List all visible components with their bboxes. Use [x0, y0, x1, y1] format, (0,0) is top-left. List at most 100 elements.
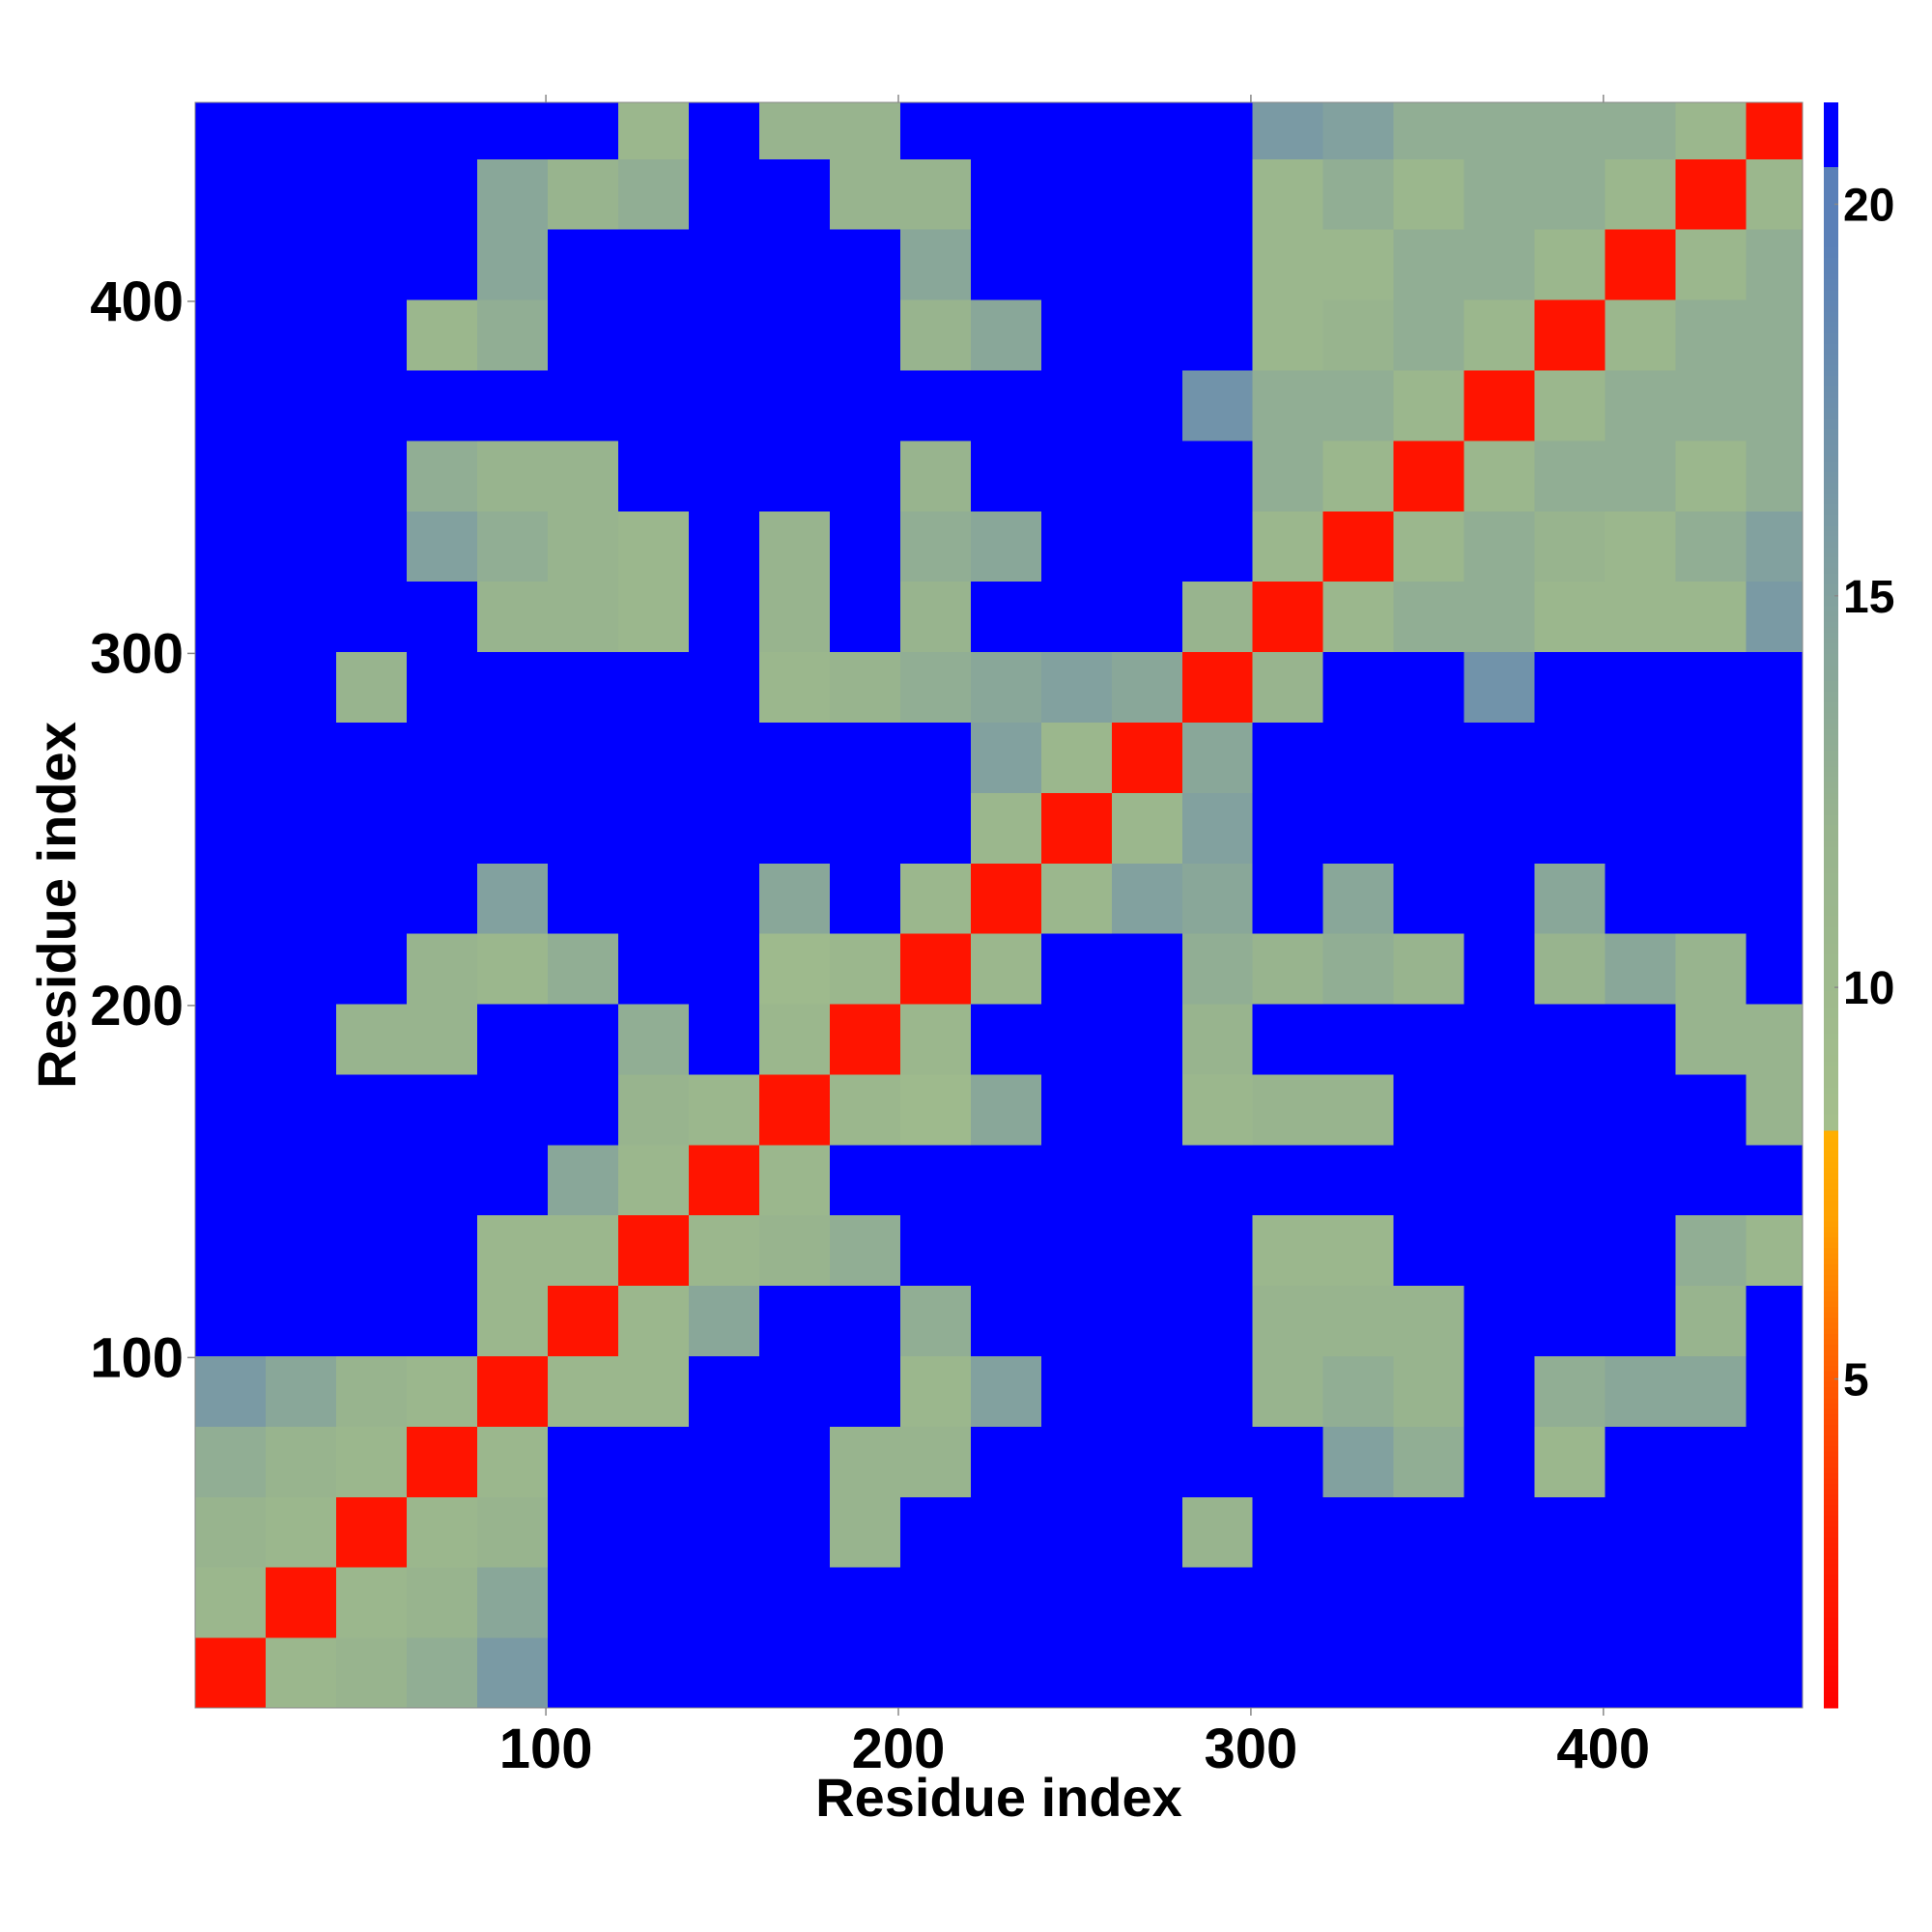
heatmap-cell: [406, 1355, 478, 1427]
heatmap-cell: [406, 1567, 478, 1638]
colorbar-swatch: [1824, 691, 1838, 697]
heatmap-cell: [970, 1285, 1042, 1357]
colorbar-swatch: [1824, 1092, 1838, 1099]
colorbar-swatch: [1824, 1498, 1838, 1506]
heatmap-cell: [406, 370, 478, 441]
colorbar-swatch: [1824, 626, 1838, 634]
colorbar-swatch: [1824, 1557, 1838, 1565]
colorbar-swatch: [1824, 423, 1838, 430]
colorbar-swatch: [1824, 1253, 1838, 1260]
colorbar-swatch: [1824, 246, 1838, 253]
colorbar-swatch: [1824, 257, 1838, 264]
heatmap-cell: [547, 933, 619, 1005]
heatmap-cell: [1181, 1426, 1254, 1497]
colorbar-swatch: [1824, 204, 1838, 211]
heatmap-cell: [1675, 1496, 1747, 1568]
heatmap-cell: [1463, 863, 1536, 934]
heatmap-cell: [1675, 299, 1747, 371]
heatmap-cell: [617, 651, 690, 723]
heatmap-cell: [1605, 1426, 1677, 1497]
heatmap-cell: [335, 102, 408, 159]
heatmap-cell: [1252, 1637, 1324, 1709]
heatmap-cell: [970, 440, 1042, 512]
colorbar-swatch: [1824, 1510, 1838, 1517]
heatmap-cell: [335, 440, 408, 512]
heatmap-cell: [1393, 1355, 1465, 1427]
heatmap-cell: [265, 102, 337, 159]
heatmap-cell: [1463, 510, 1536, 582]
heatmap-cell: [617, 1637, 690, 1709]
heatmap-cell: [265, 1214, 337, 1287]
heatmap-cell: [1252, 1285, 1324, 1357]
colorbar-swatch: [1824, 594, 1838, 601]
heatmap-cell: [1746, 158, 1804, 230]
heatmap-cell: [688, 1214, 760, 1287]
heatmap-cell: [1605, 651, 1677, 723]
heatmap-cell: [1111, 102, 1183, 159]
colorbar-swatch: [1824, 1183, 1838, 1190]
heatmap-cell: [335, 370, 408, 441]
heatmap-cell: [1322, 792, 1395, 864]
heatmap-cell: [1393, 933, 1465, 1005]
heatmap-cell: [1181, 440, 1254, 512]
heatmap-cell: [1181, 1144, 1254, 1216]
colorbar-swatch: [1824, 1151, 1838, 1157]
heatmap-cell: [1111, 1567, 1183, 1638]
colorbar-swatch: [1824, 899, 1838, 906]
heatmap-cell: [195, 1004, 267, 1075]
heatmap-cell: [758, 1073, 831, 1146]
heatmap-cell: [688, 1285, 760, 1357]
colorbar-swatch: [1824, 1552, 1838, 1559]
colorbar-swatch: [1824, 434, 1838, 440]
heatmap-cell: [829, 651, 901, 723]
heatmap-cell: [1605, 792, 1677, 864]
heatmap-cell: [1322, 581, 1395, 653]
heatmap-cell: [1534, 102, 1606, 159]
heatmap-cell: [758, 1426, 831, 1497]
heatmap-cell: [335, 792, 408, 864]
colorbar-swatch: [1824, 487, 1838, 495]
heatmap-cell: [1040, 863, 1113, 934]
colorbar-swatch: [1824, 781, 1838, 788]
heatmap-cell: [476, 440, 549, 512]
colorbar-swatch: [1824, 846, 1838, 853]
colorbar-swatch: [1824, 1049, 1838, 1056]
colorbar-tick-label: 20: [1843, 180, 1894, 231]
heatmap-cell: [617, 1144, 690, 1216]
colorbar-tick-label: 5: [1843, 1354, 1869, 1406]
heatmap-cell: [547, 1637, 619, 1709]
heatmap-cell: [547, 1214, 619, 1287]
colorbar-swatch: [1824, 1568, 1838, 1576]
colorbar-swatch: [1824, 1312, 1838, 1319]
colorbar-swatch: [1824, 937, 1838, 944]
colorbar-swatch: [1824, 963, 1838, 971]
heatmap-cell: [688, 651, 760, 723]
heatmap-cell: [829, 1426, 901, 1497]
heatmap-cell: [1746, 1355, 1804, 1427]
heatmap-cell: [1463, 651, 1536, 723]
colorbar-swatch: [1824, 659, 1838, 666]
heatmap-cell: [1322, 1637, 1395, 1709]
colorbar-swatch: [1824, 1322, 1838, 1329]
heatmap-cell: [1393, 792, 1465, 864]
heatmap-cell: [617, 440, 690, 512]
colorbar-swatch: [1824, 809, 1838, 815]
colorbar-swatch: [1824, 509, 1838, 516]
heatmap-cell: [1675, 1073, 1747, 1146]
heatmap-cell: [1675, 1567, 1747, 1638]
heatmap-cell: [829, 510, 901, 582]
colorbar-swatch: [1824, 819, 1838, 826]
heatmap-cell: [1675, 1144, 1747, 1216]
colorbar-swatch: [1824, 1070, 1838, 1077]
heatmap-cell: [265, 722, 337, 793]
heatmap-cell: [688, 933, 760, 1005]
colorbar-swatch: [1824, 1231, 1838, 1238]
heatmap-cell: [1393, 1214, 1465, 1287]
heatmap-cell: [617, 1285, 690, 1357]
colorbar-swatch: [1824, 299, 1838, 307]
colorbar-swatch: [1824, 707, 1838, 714]
colorbar-swatch: [1824, 407, 1838, 413]
colorbar-swatch: [1824, 1622, 1838, 1629]
colorbar-swatch: [1824, 632, 1838, 639]
heatmap-cell: [1252, 510, 1324, 582]
